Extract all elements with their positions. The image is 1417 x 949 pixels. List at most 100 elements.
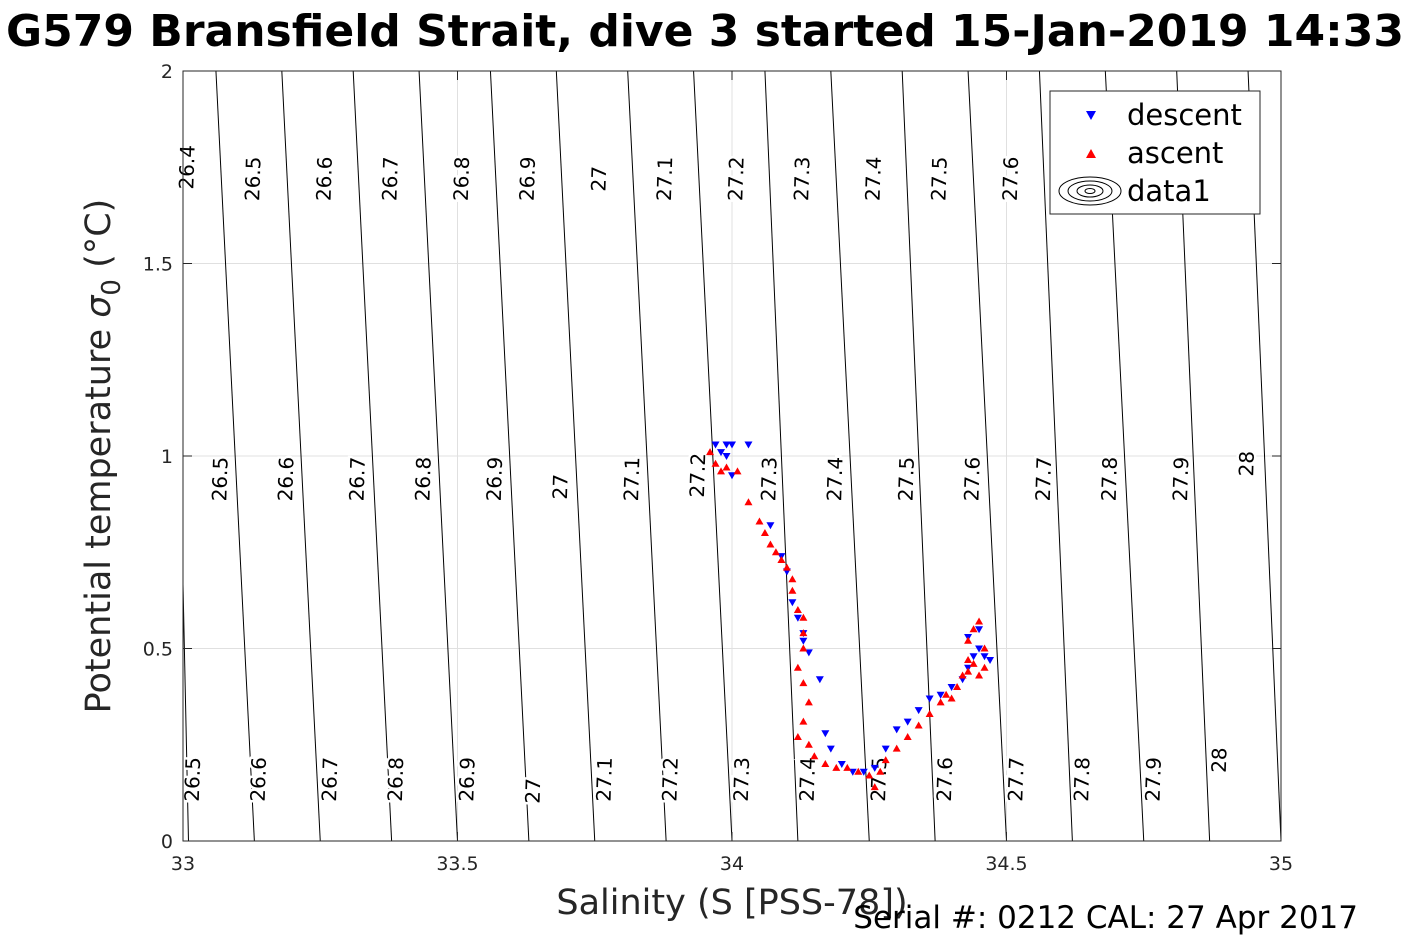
ascent-point — [975, 617, 984, 625]
density-contour-label: 26.9 — [515, 156, 540, 201]
x-tick-label: 34 — [720, 853, 744, 875]
density-contour-label: 28 — [1207, 747, 1232, 773]
density-contour-label: 27.5 — [893, 456, 918, 501]
descent-point — [947, 684, 956, 691]
density-contour-label: 27.2 — [685, 453, 710, 498]
density-contour-line — [830, 71, 870, 841]
descent-point — [903, 718, 912, 726]
ascent-point — [733, 467, 742, 475]
ascent-point — [793, 733, 802, 741]
y-axis-label-main: Potential temperature — [79, 318, 119, 714]
descent-point — [936, 691, 945, 699]
density-contour-label: 27.2 — [657, 757, 682, 802]
serial-footer: Serial #: 0212 CAL: 27 Apr 2017 — [853, 900, 1358, 936]
y-axis-label-subscript: 0 — [97, 279, 127, 296]
density-contour-label: 26.7 — [377, 156, 402, 201]
ascent-point — [843, 763, 852, 771]
ascent-point — [755, 517, 764, 525]
ascent-point — [969, 625, 978, 633]
density-contour-label: 27.4 — [822, 456, 847, 501]
y-tick-label: 0.5 — [143, 639, 173, 661]
density-contour-label: 26.4 — [174, 145, 199, 190]
legend-contour-icon — [1058, 176, 1122, 206]
density-contour-label: 27.9 — [1141, 757, 1166, 802]
density-contour-label: 26.5 — [207, 456, 232, 501]
descent-point — [975, 626, 984, 634]
ascent-point — [958, 671, 967, 679]
density-contour-label: 27.3 — [729, 757, 754, 802]
density-contour-labels: 26.4 26.5 26.6 26.7 26.8 26.9 27 27.1 27.2 27.3 27… — [172, 142, 1262, 806]
ascent-point — [964, 636, 973, 644]
ascent-point — [975, 671, 984, 679]
y-axis-label-unit: (°C) — [79, 199, 119, 279]
ascent-point — [870, 783, 879, 791]
descent-point — [826, 745, 835, 753]
density-contour-label: 27.1 — [592, 757, 617, 802]
density-contour-label: 27.5 — [926, 156, 951, 201]
ascent-point — [799, 717, 808, 725]
ascent-point — [942, 690, 951, 698]
x-tick-label: 33 — [171, 853, 195, 875]
density-contour-line — [627, 71, 667, 841]
descent-point — [711, 441, 720, 449]
density-contour-label: 26.8 — [449, 156, 474, 201]
density-contour-label: 27 — [586, 166, 611, 192]
ascent-point — [947, 694, 956, 702]
ascent-point — [876, 767, 885, 775]
descent-point — [986, 657, 995, 665]
descent-point — [859, 768, 868, 776]
descent-point — [793, 614, 802, 622]
density-contour-label: 26.6 — [273, 456, 298, 501]
ascent-point — [821, 760, 830, 767]
density-contour-label: 26.8 — [410, 456, 435, 501]
ascent-point — [793, 606, 802, 613]
ascent-point — [953, 683, 962, 690]
ascent-point — [832, 763, 841, 771]
y-tick-label: 1.5 — [143, 254, 173, 276]
density-contour-line — [183, 560, 189, 841]
descent-point — [766, 522, 775, 530]
density-contour-label: 27.7 — [1003, 757, 1028, 802]
ascent-point — [760, 529, 769, 536]
density-contour-label: 27.3 — [789, 156, 814, 201]
x-tick-label: 34.5 — [985, 853, 1027, 875]
ascent-point — [964, 656, 973, 664]
descent-point — [969, 653, 978, 661]
density-contour-label: 28 — [1234, 451, 1259, 477]
descent-point — [881, 745, 890, 753]
legend-ascent-label: ascent — [1127, 136, 1223, 170]
x-tick-label: 35 — [1269, 853, 1293, 875]
ascent-point — [980, 644, 989, 652]
density-contour-label: 26.6 — [312, 156, 337, 201]
ascent-point — [804, 740, 813, 748]
descent-point — [821, 730, 830, 738]
axis-ticks: 33 33.5 34 34.5 35 0 0.5 1 1.5 2 — [143, 61, 1293, 875]
density-contour-label: 27.6 — [998, 156, 1023, 201]
density-contour-line — [693, 71, 733, 841]
descent-point — [925, 695, 934, 703]
ascent-point — [722, 463, 731, 471]
density-contour-label: 27.8 — [1069, 757, 1094, 802]
ascent-point — [810, 752, 819, 760]
density-contour-label: 26.6 — [246, 757, 271, 802]
chart-title: G579 Bransfield Strait, dive 3 started 1… — [6, 6, 1404, 57]
descent-point — [837, 761, 846, 768]
ascent-point — [717, 467, 726, 475]
ascent-point — [799, 613, 808, 621]
density-contour-label: 27 — [520, 778, 545, 804]
density-contour-label: 26.5 — [240, 156, 265, 201]
ascent-point — [925, 709, 934, 717]
descent-point — [975, 645, 984, 653]
density-contour-label: 27.5 — [866, 757, 891, 802]
descent-point — [728, 441, 736, 449]
ascent-point — [903, 733, 912, 741]
descent-point — [980, 653, 989, 661]
y-axis-label-symbol: σ — [79, 294, 119, 318]
density-contour-line — [1038, 71, 1073, 841]
data-points — [706, 441, 995, 791]
ascent-point — [711, 459, 720, 467]
ascent-point — [980, 663, 989, 671]
ascent-point — [744, 498, 753, 506]
density-contour-label: 26.8 — [383, 757, 408, 802]
